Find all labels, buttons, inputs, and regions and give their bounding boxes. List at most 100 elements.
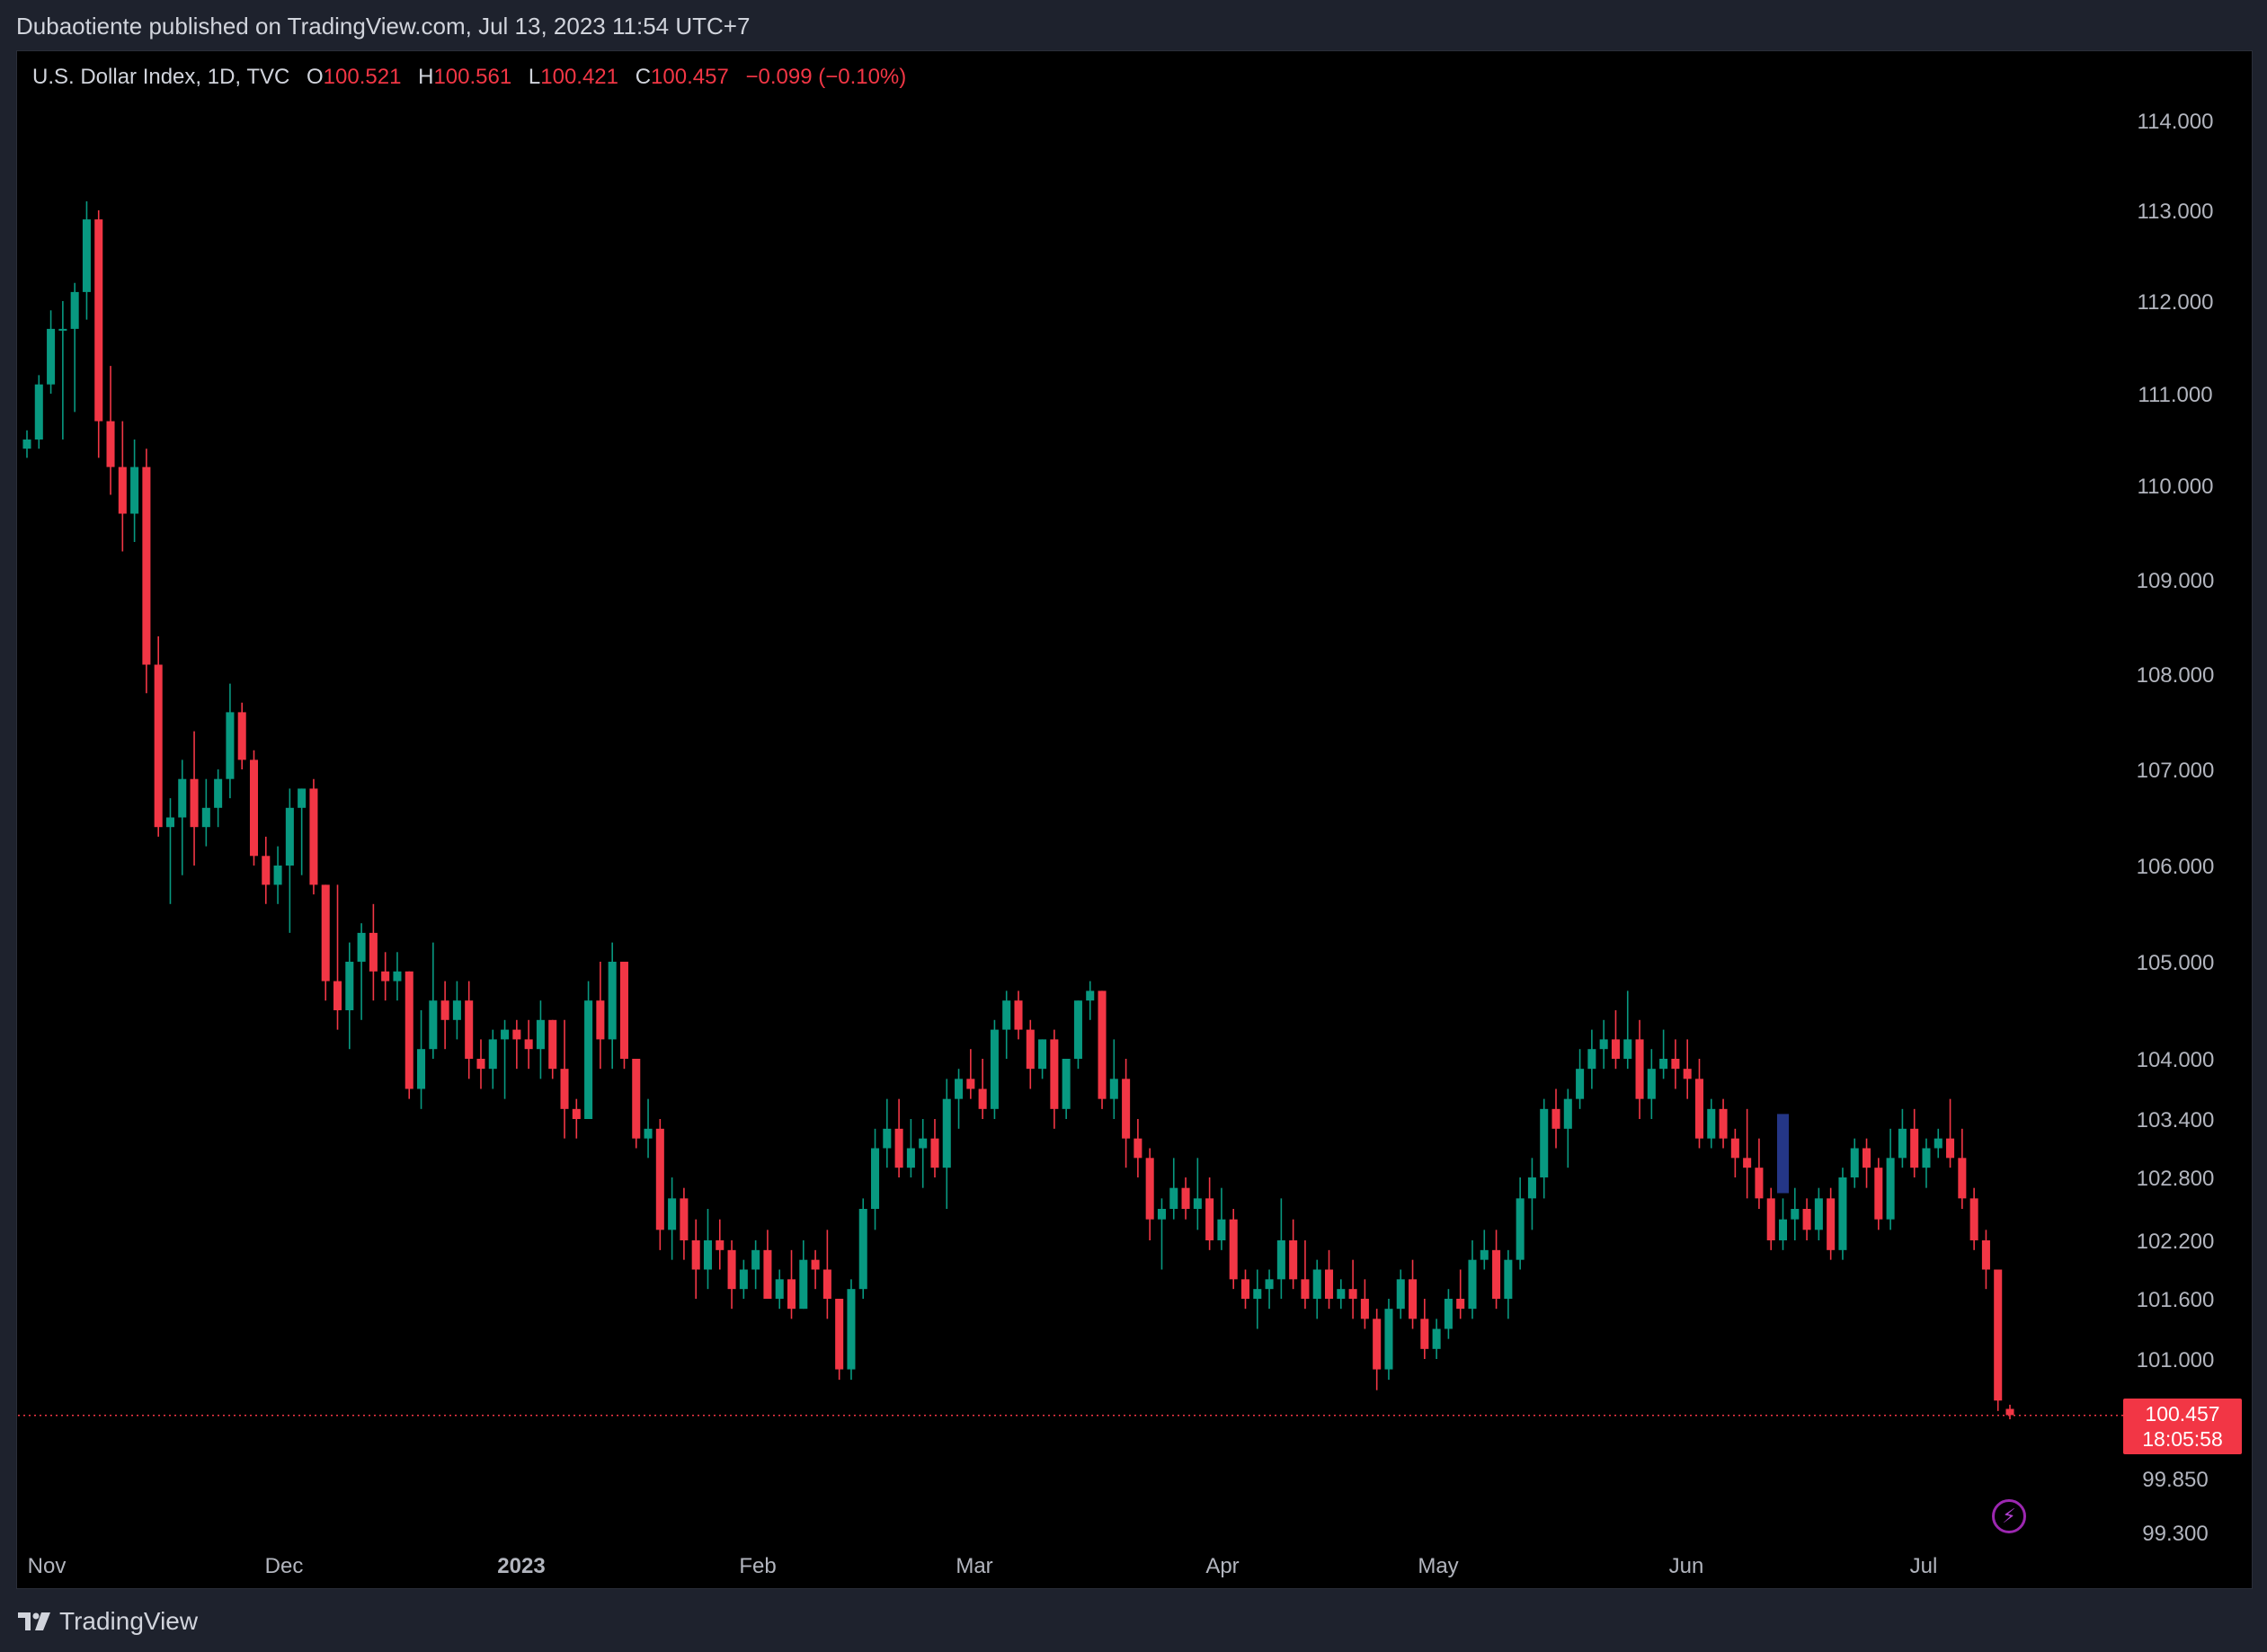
candle[interactable]	[1647, 1049, 1656, 1119]
candle[interactable]	[1946, 1098, 1955, 1168]
candle[interactable]	[584, 981, 593, 1119]
candle[interactable]	[858, 1198, 867, 1299]
candle[interactable]	[1205, 1177, 1214, 1250]
candle[interactable]	[1659, 1029, 1668, 1079]
candle[interactable]	[1468, 1240, 1477, 1319]
candle[interactable]	[930, 1119, 939, 1177]
candle[interactable]	[1694, 1059, 1704, 1149]
candle[interactable]	[1563, 1088, 1572, 1168]
candle[interactable]	[1026, 1019, 1035, 1089]
candle[interactable]	[321, 884, 330, 1001]
candle[interactable]	[716, 1219, 725, 1270]
candle[interactable]	[1802, 1198, 1811, 1240]
candle[interactable]	[847, 1279, 856, 1381]
candle[interactable]	[1576, 1049, 1585, 1109]
candle[interactable]	[536, 1000, 545, 1079]
candle[interactable]	[1169, 1158, 1178, 1220]
candle[interactable]	[644, 1098, 653, 1159]
candle[interactable]	[1348, 1259, 1357, 1319]
candle[interactable]	[787, 1249, 796, 1319]
candle[interactable]	[894, 1098, 903, 1177]
candle[interactable]	[201, 778, 210, 847]
candle[interactable]	[1301, 1240, 1310, 1310]
flash-icon[interactable]: ⚡	[1992, 1499, 2026, 1533]
candle[interactable]	[1862, 1138, 1871, 1188]
candle[interactable]	[333, 884, 342, 1030]
candle[interactable]	[214, 769, 223, 828]
candle[interactable]	[739, 1259, 748, 1299]
candle[interactable]	[1850, 1138, 1859, 1188]
candle[interactable]	[1134, 1119, 1142, 1177]
candle[interactable]	[1492, 1230, 1501, 1310]
candle[interactable]	[178, 759, 187, 875]
candle[interactable]	[357, 923, 366, 1020]
candle[interactable]	[799, 1240, 808, 1310]
candle[interactable]	[1707, 1098, 1716, 1149]
candle[interactable]	[1730, 1128, 1739, 1177]
symbol-title[interactable]: U.S. Dollar Index, 1D, TVC	[32, 65, 290, 89]
candle[interactable]	[942, 1079, 951, 1209]
candle[interactable]	[1002, 990, 1011, 1059]
candle[interactable]	[429, 942, 438, 1059]
candle[interactable]	[1444, 1289, 1453, 1339]
candle[interactable]	[106, 366, 115, 495]
candle[interactable]	[1432, 1319, 1441, 1359]
candle[interactable]	[1551, 1088, 1560, 1149]
candle[interactable]	[1504, 1249, 1513, 1319]
candle[interactable]	[1922, 1138, 1931, 1188]
candle[interactable]	[1193, 1158, 1202, 1230]
candle[interactable]	[154, 636, 163, 837]
candle[interactable]	[871, 1128, 880, 1230]
candle[interactable]	[1324, 1249, 1334, 1310]
candle[interactable]	[1420, 1299, 1429, 1359]
candle[interactable]	[596, 962, 605, 1070]
candle[interactable]	[1791, 1187, 1800, 1240]
candle[interactable]	[1874, 1158, 1883, 1230]
candle[interactable]	[381, 952, 390, 1001]
candle[interactable]	[501, 1019, 510, 1099]
candle[interactable]	[417, 1010, 426, 1109]
candle[interactable]	[1240, 1269, 1250, 1310]
candle[interactable]	[1229, 1209, 1238, 1290]
candle[interactable]	[1886, 1128, 1895, 1230]
candle[interactable]	[919, 1119, 928, 1188]
candle[interactable]	[1312, 1259, 1321, 1319]
candle[interactable]	[1540, 1098, 1549, 1199]
candle[interactable]	[1994, 1269, 2003, 1411]
candle[interactable]	[763, 1230, 772, 1299]
highlight-box[interactable]	[1776, 1114, 1790, 1194]
candle[interactable]	[1934, 1128, 1943, 1159]
chart-pane[interactable]	[16, 50, 2253, 1589]
candle[interactable]	[703, 1209, 713, 1290]
candle[interactable]	[668, 1177, 677, 1260]
candle[interactable]	[680, 1187, 689, 1260]
candle[interactable]	[58, 301, 67, 440]
candle[interactable]	[82, 201, 91, 320]
candle[interactable]	[1265, 1269, 1274, 1310]
candle[interactable]	[978, 1059, 987, 1119]
candle[interactable]	[190, 731, 199, 866]
candle[interactable]	[1671, 1039, 1680, 1089]
candle[interactable]	[2005, 1404, 2014, 1420]
candle[interactable]	[1719, 1098, 1728, 1149]
candle[interactable]	[1599, 1019, 1608, 1070]
candle[interactable]	[1276, 1198, 1285, 1299]
candle[interactable]	[452, 981, 461, 1040]
candle[interactable]	[47, 310, 56, 394]
tradingview-brand[interactable]: TradingView	[18, 1607, 198, 1636]
candle[interactable]	[1360, 1279, 1369, 1329]
candle[interactable]	[1253, 1269, 1262, 1329]
candle[interactable]	[1969, 1187, 1978, 1250]
candle[interactable]	[1623, 990, 1632, 1070]
candle[interactable]	[990, 1019, 999, 1119]
candle[interactable]	[1157, 1198, 1166, 1270]
candle[interactable]	[1516, 1177, 1525, 1270]
candle[interactable]	[22, 430, 31, 458]
candle[interactable]	[298, 788, 307, 875]
candle[interactable]	[34, 375, 43, 449]
candle[interactable]	[512, 1019, 521, 1070]
candle[interactable]	[476, 1039, 485, 1089]
candle[interactable]	[70, 282, 79, 413]
candle[interactable]	[1755, 1138, 1764, 1209]
candle[interactable]	[249, 750, 259, 866]
